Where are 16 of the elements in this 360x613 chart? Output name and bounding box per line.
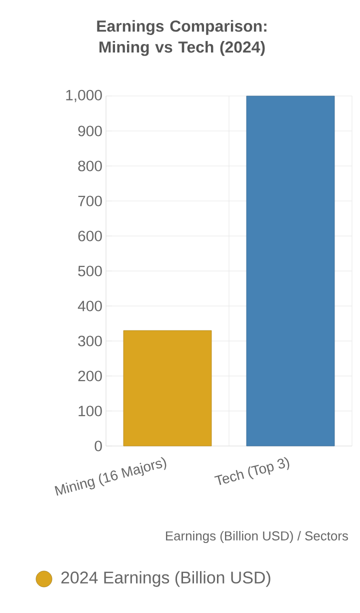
x-tick-label: Mining (16 Majors) [54, 457, 166, 496]
x-axis-title: Earnings (Billion USD) / Sectors [166, 530, 348, 544]
y-tick-label: 500 [78, 266, 102, 276]
y-tick-label: 600 [78, 230, 102, 242]
y-tick-label: 700 [78, 196, 102, 206]
y-tick-label: 200 [78, 370, 102, 382]
y-tick-label: 1,000 [66, 90, 102, 102]
legend-label: 2024 Earnings (Billion USD) [61, 571, 270, 587]
y-tick-label: 300 [78, 336, 102, 346]
chart-title: Earnings Comparison: Mining vs Tech (2024) [97, 20, 266, 56]
y-tick-label: 0 [94, 440, 102, 452]
x-tick-label: Tech (Top 3) [214, 457, 290, 485]
y-tick-label: 800 [78, 160, 102, 172]
y-tick-label: 400 [78, 300, 102, 312]
y-tick-label: 900 [78, 126, 102, 136]
y-tick-label: 100 [78, 406, 102, 416]
